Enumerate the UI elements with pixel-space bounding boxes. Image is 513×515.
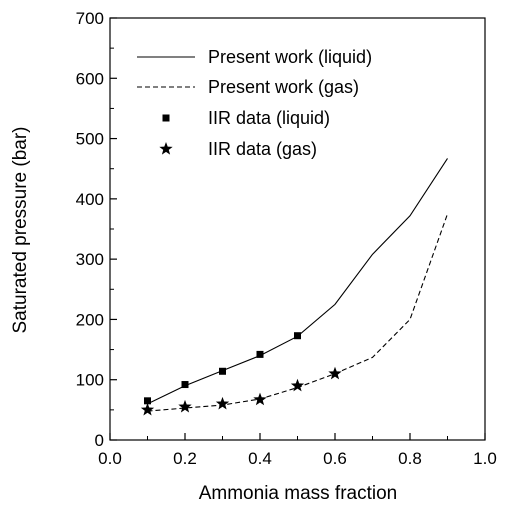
y-tick-label: 700: [76, 9, 104, 28]
y-tick-label: 200: [76, 310, 104, 329]
legend-marker-square: [163, 115, 170, 122]
x-tick-label: 1.0: [473, 449, 497, 468]
y-tick-label: 600: [76, 69, 104, 88]
x-tick-label: 0.8: [398, 449, 422, 468]
y-axis-label: Saturated pressure (bar): [10, 127, 31, 334]
data-point: [219, 368, 226, 375]
data-point: [182, 381, 189, 388]
y-tick-label: 400: [76, 190, 104, 209]
data-point: [294, 332, 301, 339]
x-axis-label: Ammonia mass fraction: [199, 483, 398, 504]
y-tick-label: 500: [76, 130, 104, 149]
y-tick-label: 300: [76, 250, 104, 269]
y-tick-label: 0: [95, 431, 104, 450]
x-tick-label: 0.2: [173, 449, 197, 468]
y-tick-label: 100: [76, 371, 104, 390]
legend-label: Present work (gas): [208, 77, 359, 97]
data-point: [257, 351, 264, 358]
x-tick-label: 0.0: [98, 449, 122, 468]
x-tick-label: 0.4: [248, 449, 272, 468]
x-tick-label: 0.6: [323, 449, 347, 468]
legend-label: IIR data (gas): [208, 139, 317, 159]
legend-label: Present work (liquid): [208, 47, 372, 67]
legend-label: IIR data (liquid): [208, 108, 330, 128]
